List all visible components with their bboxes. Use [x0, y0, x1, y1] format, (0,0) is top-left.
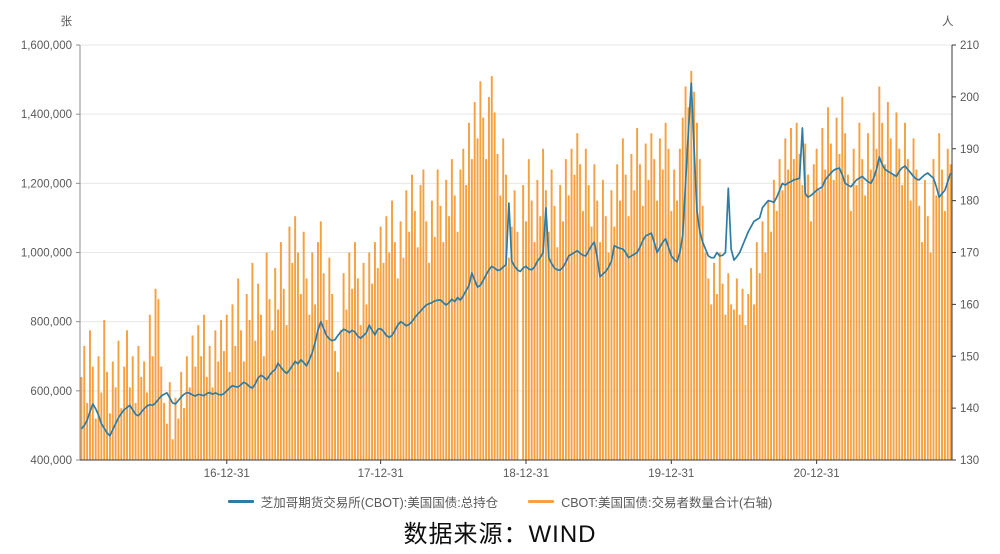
- left-axis-unit: 张: [61, 15, 73, 28]
- legend-label-open-interest: 芝加哥期货交易所(CBOT):美国国债:总持仓: [260, 496, 499, 510]
- legend-item-trader-count[interactable]: CBOT:美国国债:交易者数量合计(右轴): [528, 492, 772, 511]
- bars-series: [80, 70, 952, 461]
- svg-text:800,000: 800,000: [30, 317, 72, 329]
- svg-text:19-12-31: 19-12-31: [648, 468, 694, 480]
- svg-text:1,400,000: 1,400,000: [21, 109, 72, 121]
- svg-text:1,000,000: 1,000,000: [21, 248, 72, 260]
- svg-text:400,000: 400,000: [30, 455, 72, 467]
- legend-label-trader-count: CBOT:美国国债:交易者数量合计(右轴): [561, 496, 773, 510]
- chart-canvas: 400,000 600,000 800,000 1,000,000 1,200,000 1…: [21, 15, 979, 480]
- line-series: [80, 82, 952, 437]
- svg-text:1,200,000: 1,200,000: [21, 178, 72, 190]
- svg-text:170: 170: [960, 248, 979, 260]
- svg-text:16-12-31: 16-12-31: [204, 468, 250, 480]
- svg-text:18-12-31: 18-12-31: [503, 468, 549, 480]
- svg-text:180: 180: [960, 196, 979, 208]
- svg-text:210: 210: [960, 40, 979, 52]
- chart-legend: 芝加哥期货交易所(CBOT):美国国债:总持仓 CBOT:美国国债:交易者数量合…: [0, 492, 1000, 511]
- svg-text:160: 160: [960, 299, 979, 311]
- svg-text:1,600,000: 1,600,000: [21, 40, 72, 52]
- svg-text:140: 140: [960, 403, 979, 415]
- x-axis-labels: 16-12-31 17-12-31 18-12-31 19-12-31 20-12-31: [204, 460, 840, 480]
- svg-text:150: 150: [960, 351, 979, 363]
- right-axis-labels: 130 140 150 160 170 180 190 200 210 人: [942, 15, 979, 467]
- bar-series-swatch: [528, 500, 555, 503]
- grid-lines: [80, 44, 952, 392]
- svg-text:190: 190: [960, 144, 979, 156]
- line-series-swatch: [227, 500, 254, 503]
- data-source-caption: 数据来源：WIND: [403, 521, 597, 548]
- legend-item-open-interest[interactable]: 芝加哥期货交易所(CBOT):美国国债:总持仓: [227, 492, 499, 511]
- svg-text:600,000: 600,000: [30, 386, 72, 398]
- svg-text:130: 130: [960, 455, 979, 467]
- svg-text:20-12-31: 20-12-31: [794, 468, 840, 480]
- svg-text:17-12-31: 17-12-31: [358, 468, 404, 480]
- right-axis-unit: 人: [942, 15, 954, 28]
- left-axis-labels: 400,000 600,000 800,000 1,000,000 1,200,000 1…: [21, 15, 80, 467]
- svg-text:200: 200: [960, 92, 979, 104]
